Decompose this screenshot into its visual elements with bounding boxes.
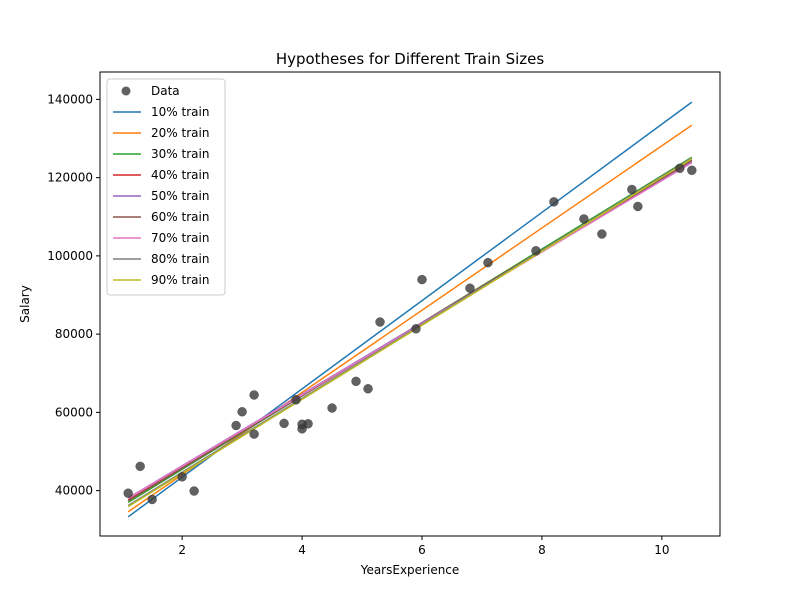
data-point [327,403,337,413]
x-axis-ticks: 2 4 6 8 10 [178,536,669,557]
axes-frame [99,71,721,537]
data-point [465,283,475,293]
data-point [633,201,643,212]
series-line-9 [127,158,693,508]
legend-marker-data [121,86,131,96]
regression-lines [127,101,693,518]
data-point [249,390,259,400]
x-tick-label: 2 [178,543,186,557]
x-tick-label: 4 [298,543,306,557]
legend-label-data: Data [151,84,180,98]
data-point [549,197,559,207]
y-tick-label: 80000 [55,327,93,341]
legend-label-2: 20% train [151,126,209,140]
legend-label-9: 90% train [151,273,209,287]
legend-label-7: 70% train [151,231,209,245]
data-point [363,384,373,394]
data-point [147,494,157,505]
data-point [291,395,301,405]
y-tick-label: 60000 [55,405,93,419]
chart-title: Hypotheses for Different Train Sizes [276,50,545,68]
data-point [177,472,187,482]
x-axis-label: YearsExperience [360,563,460,577]
x-tick-label: 8 [538,543,546,557]
x-tick-label: 10 [654,543,669,557]
data-point [189,486,199,496]
data-point [231,420,241,431]
y-tick-label: 120000 [47,171,93,185]
legend-label-3: 30% train [151,147,209,161]
y-tick-label: 40000 [55,484,93,498]
legend: Data 10% train 20% train 30% train 40% train… [106,78,226,296]
data-point [627,184,637,195]
data-point [675,163,685,174]
data-point [417,274,427,285]
data-point [249,429,259,439]
y-axis-label: Salary [18,285,32,323]
data-point [237,407,247,417]
data-point [351,376,361,387]
data-point [135,461,145,472]
legend-label-8: 80% train [151,252,209,266]
data-point [303,419,313,429]
y-tick-label: 100000 [47,249,93,263]
data-point [483,257,493,268]
legend-label-6: 60% train [151,210,209,224]
data-points [123,163,697,505]
data-point [279,418,289,429]
legend-label-1: 10% train [151,105,209,119]
legend-label-5: 50% train [151,189,209,203]
data-point [531,246,541,256]
y-tick-label: 140000 [47,92,93,106]
series-line-7 [127,162,693,500]
x-tick-label: 6 [418,543,426,557]
legend-label-4: 40% train [151,168,209,182]
data-point [597,229,607,239]
data-point [687,165,697,176]
data-point [123,488,133,498]
data-point [579,214,589,224]
y-axis-ticks: 40000 60000 80000 100000 120000 140000 [47,92,100,498]
data-point [411,324,421,334]
data-point [375,317,385,327]
